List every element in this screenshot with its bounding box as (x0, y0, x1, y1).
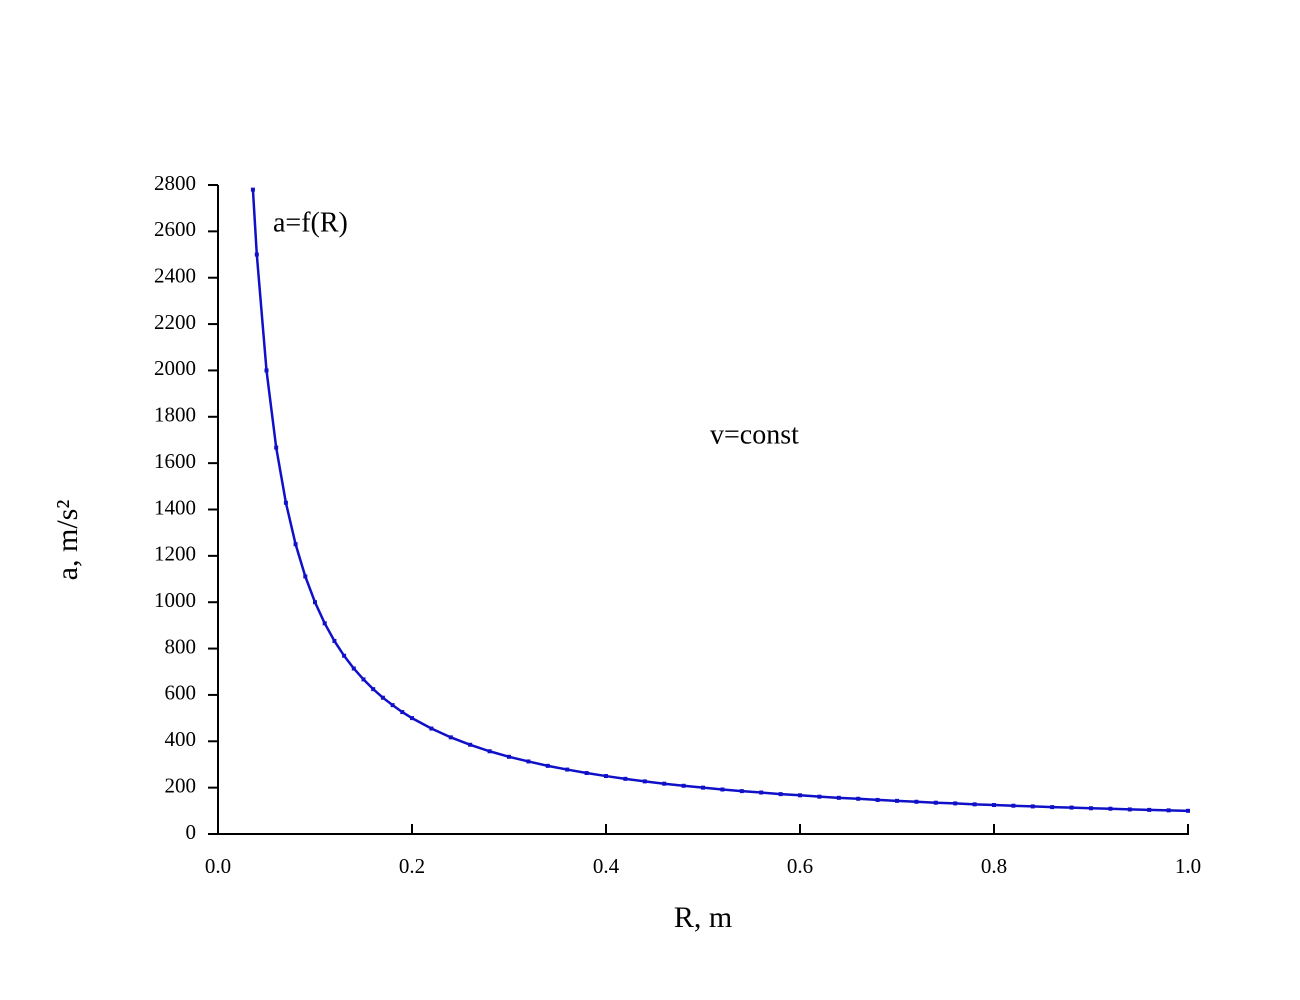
data-point (681, 783, 686, 788)
annotation: v=const (710, 419, 799, 450)
data-point (351, 666, 356, 671)
data-point (933, 800, 938, 805)
y-tick-label: 1000 (154, 588, 196, 612)
data-point (1186, 808, 1190, 813)
data-point (371, 687, 376, 692)
data-point (283, 500, 288, 505)
data-point (953, 801, 958, 806)
data-point (972, 802, 977, 807)
data-point (584, 771, 589, 776)
data-point (895, 798, 899, 803)
data-point (604, 774, 608, 779)
y-tick-label: 800 (165, 634, 197, 658)
data-point (1030, 804, 1035, 809)
x-tick-label: 0.6 (787, 854, 813, 878)
data-point (303, 574, 308, 579)
data-point (701, 785, 705, 790)
data-point (254, 252, 259, 257)
data-point (1069, 805, 1074, 810)
data-point (739, 789, 744, 794)
data-point (264, 368, 269, 373)
data-point (390, 703, 395, 708)
data-point (332, 638, 337, 643)
data-point (410, 716, 414, 721)
data-point (759, 790, 764, 795)
data-point (1108, 806, 1113, 811)
y-tick-label: 400 (165, 727, 197, 751)
data-line (251, 189, 1189, 813)
data-point (1147, 807, 1152, 812)
y-tick-label: 2400 (154, 264, 196, 288)
y-tick-label: 1400 (154, 495, 196, 519)
y-tick-label: 2200 (154, 310, 196, 334)
data-point (274, 445, 279, 450)
data-point (429, 726, 434, 731)
annotation: a=f(R) (273, 207, 348, 238)
data-point (565, 767, 570, 772)
data-point (487, 749, 492, 754)
data-point (1011, 803, 1016, 808)
data-point (836, 795, 841, 800)
data-point (1127, 807, 1132, 812)
y-tick-label: 1800 (154, 403, 196, 427)
x-tick-label: 0.2 (399, 854, 425, 878)
y-tick-label: 1200 (154, 542, 196, 566)
y-tick-label: 1600 (154, 449, 196, 473)
data-point (380, 695, 385, 700)
y-tick-label: 2600 (154, 217, 196, 241)
data-point (448, 735, 453, 740)
data-point (662, 781, 667, 786)
data-point (342, 653, 347, 658)
data-point (720, 787, 725, 792)
data-point (1050, 805, 1055, 810)
data-point (623, 776, 628, 781)
data-point (875, 797, 880, 802)
data-point (545, 763, 550, 768)
data-point (361, 677, 366, 682)
y-tick-label: 2000 (154, 356, 196, 380)
data-point (526, 759, 531, 764)
data-point (798, 793, 802, 798)
data-point (313, 600, 317, 605)
data-point (250, 187, 255, 192)
data-point (778, 792, 783, 797)
data-point (293, 542, 298, 547)
data-point (856, 796, 861, 801)
y-tick-label: 600 (165, 681, 197, 705)
x-tick-label: 0.0 (205, 854, 231, 878)
data-point (914, 799, 919, 804)
data-point (1089, 806, 1093, 811)
data-point (1166, 808, 1171, 813)
x-tick-label: 0.8 (981, 854, 1007, 878)
data-point (322, 621, 327, 626)
x-axis-label: R, m (674, 901, 732, 934)
y-tick-label: 2800 (154, 171, 196, 195)
y-tick-label: 200 (165, 773, 197, 797)
data-point (507, 754, 511, 759)
data-point (992, 803, 996, 808)
x-tick-label: 0.4 (593, 854, 620, 878)
data-point (468, 742, 473, 747)
data-point (642, 779, 647, 784)
y-tick-label: 0 (186, 820, 197, 844)
data-point (817, 794, 822, 799)
data-point (400, 710, 405, 715)
y-axis-label: a, m/s² (51, 500, 84, 581)
x-tick-label: 1.0 (1175, 854, 1201, 878)
